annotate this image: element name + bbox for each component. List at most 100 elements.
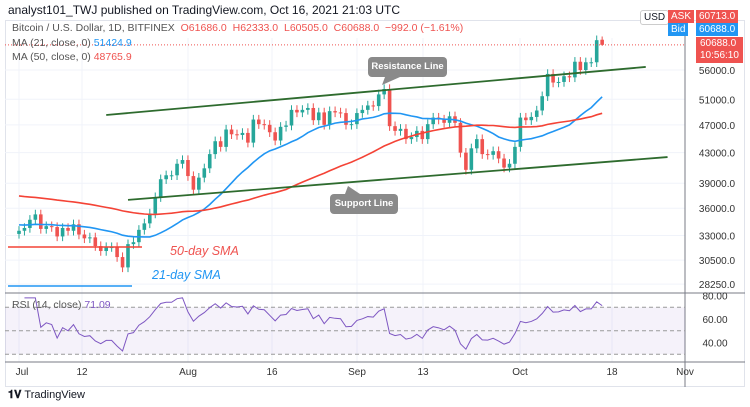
support-pointer xyxy=(345,186,360,194)
candle-body xyxy=(120,257,125,268)
candle-body xyxy=(584,62,588,70)
candle-body xyxy=(148,213,152,224)
support-callout[interactable]: Support Line xyxy=(330,194,398,214)
bid-price-tag: 60688.0 xyxy=(696,23,739,36)
resistance-callout[interactable]: Resistance Line xyxy=(368,57,447,77)
time-tick-label: 18 xyxy=(606,367,618,378)
candle-body xyxy=(240,132,245,135)
price-tick-label: 51000.0 xyxy=(699,95,736,106)
change-value: −992.0 (−1.61%) xyxy=(385,22,464,34)
candle-body xyxy=(496,151,501,159)
support-trendline xyxy=(127,156,668,201)
bar-countdown: 10:56:10 xyxy=(700,50,739,61)
ask-tag: ASK xyxy=(668,10,695,23)
last-price-tag: 60688.0 10:56:10 xyxy=(696,37,743,63)
candle-body xyxy=(104,247,108,252)
candle-body xyxy=(567,76,572,78)
rsi-legend[interactable]: RSI (14, close) 71.09 xyxy=(12,299,111,311)
last-price: 60688.0 xyxy=(700,38,737,49)
time-tick-label: Nov xyxy=(676,367,694,378)
rsi-value: 71.09 xyxy=(84,299,111,311)
candle-body xyxy=(540,96,544,111)
price-tick-label: 39000.0 xyxy=(699,179,736,190)
candle-body xyxy=(431,117,435,125)
resistance-pointer xyxy=(382,77,400,85)
candle-body xyxy=(393,126,397,131)
time-tick-label: Jul xyxy=(16,367,29,378)
high-value: H62333.0 xyxy=(232,22,279,34)
ask-price-tag: 60713.0 xyxy=(696,10,739,23)
rsi-tick-label: 60.00 xyxy=(702,315,727,326)
candle-body xyxy=(485,154,490,156)
candle-body xyxy=(534,110,539,117)
candle-body xyxy=(300,109,305,113)
sma21-annotation[interactable]: 21-day SMA xyxy=(152,268,221,282)
ma50-label: MA (50, close, 0) xyxy=(12,51,91,63)
time-tick-label: Oct xyxy=(512,367,528,378)
bid-tag: Bid xyxy=(668,23,689,36)
candle-body xyxy=(33,214,38,220)
candle-body xyxy=(191,176,196,190)
sma50-annotation[interactable]: 50-day SMA xyxy=(170,244,239,258)
candle-body xyxy=(507,163,512,168)
candle-body xyxy=(333,111,337,113)
candle-body xyxy=(556,81,561,83)
time-tick-label: Aug xyxy=(179,367,197,378)
rsi-label: RSI (14, close) xyxy=(12,299,82,311)
ma21-value: 51424.9 xyxy=(93,37,132,49)
candle-body xyxy=(60,227,65,237)
candle-body xyxy=(578,61,583,70)
candle-body xyxy=(480,139,485,155)
rsi-tick-label: 40.00 xyxy=(702,339,727,350)
candle-body xyxy=(115,247,119,258)
tradingview-logo[interactable]: 𝟏𝐕 TradingView xyxy=(8,389,85,402)
candle-body xyxy=(202,168,207,178)
candle-body xyxy=(491,151,495,155)
candle-body xyxy=(600,39,604,45)
candle-body xyxy=(77,224,81,235)
candle-body xyxy=(306,107,310,110)
tv-logo-icon: 𝟏𝐕 xyxy=(8,389,22,401)
candle-body xyxy=(197,177,201,190)
price-tick-label: 28250.0 xyxy=(699,280,736,291)
time-tick-label: 13 xyxy=(417,367,429,378)
candle-body xyxy=(366,105,370,110)
price-tick-label: 36000.0 xyxy=(699,204,736,215)
candle-body xyxy=(513,146,517,164)
candle-body xyxy=(573,61,577,78)
candle-body xyxy=(88,237,92,239)
candle-body xyxy=(98,246,103,252)
candle-body xyxy=(355,113,359,125)
open-value: O61686.0 xyxy=(180,22,227,34)
candle-body xyxy=(175,163,179,176)
price-tick-label: 43000.0 xyxy=(699,149,736,160)
candle-body xyxy=(267,124,272,133)
price-tick-label: 47000.0 xyxy=(699,121,736,132)
candle-body xyxy=(349,124,354,126)
publish-info: analyst101_TWJ published on TradingView.… xyxy=(8,3,400,17)
ma50-legend[interactable]: MA (50, close, 0) 48765.9 xyxy=(12,51,132,63)
candle-body xyxy=(458,122,463,153)
ask-value: 60713.0 xyxy=(699,11,736,22)
candle-body xyxy=(464,152,468,170)
candle-body xyxy=(82,234,87,239)
time-tick-label: 12 xyxy=(76,367,88,378)
candle-body xyxy=(44,226,49,229)
candle-body xyxy=(39,214,43,229)
currency-button[interactable]: USD xyxy=(640,10,670,25)
candle-body xyxy=(284,125,288,127)
candle-body xyxy=(562,76,566,82)
ma21-legend[interactable]: MA (21, close, 0) 51424.9 xyxy=(12,37,132,49)
candle-body xyxy=(17,230,21,234)
candle-body xyxy=(545,73,550,97)
candle-body xyxy=(551,73,555,83)
candle-body xyxy=(327,111,332,125)
candle-body xyxy=(529,116,534,121)
candle-body xyxy=(278,126,283,141)
price-tick-label: 30500.0 xyxy=(699,256,736,267)
candle-body xyxy=(387,89,392,127)
bid-value: 60688.0 xyxy=(699,24,736,35)
candle-body xyxy=(311,107,316,121)
candle-body xyxy=(153,197,158,214)
